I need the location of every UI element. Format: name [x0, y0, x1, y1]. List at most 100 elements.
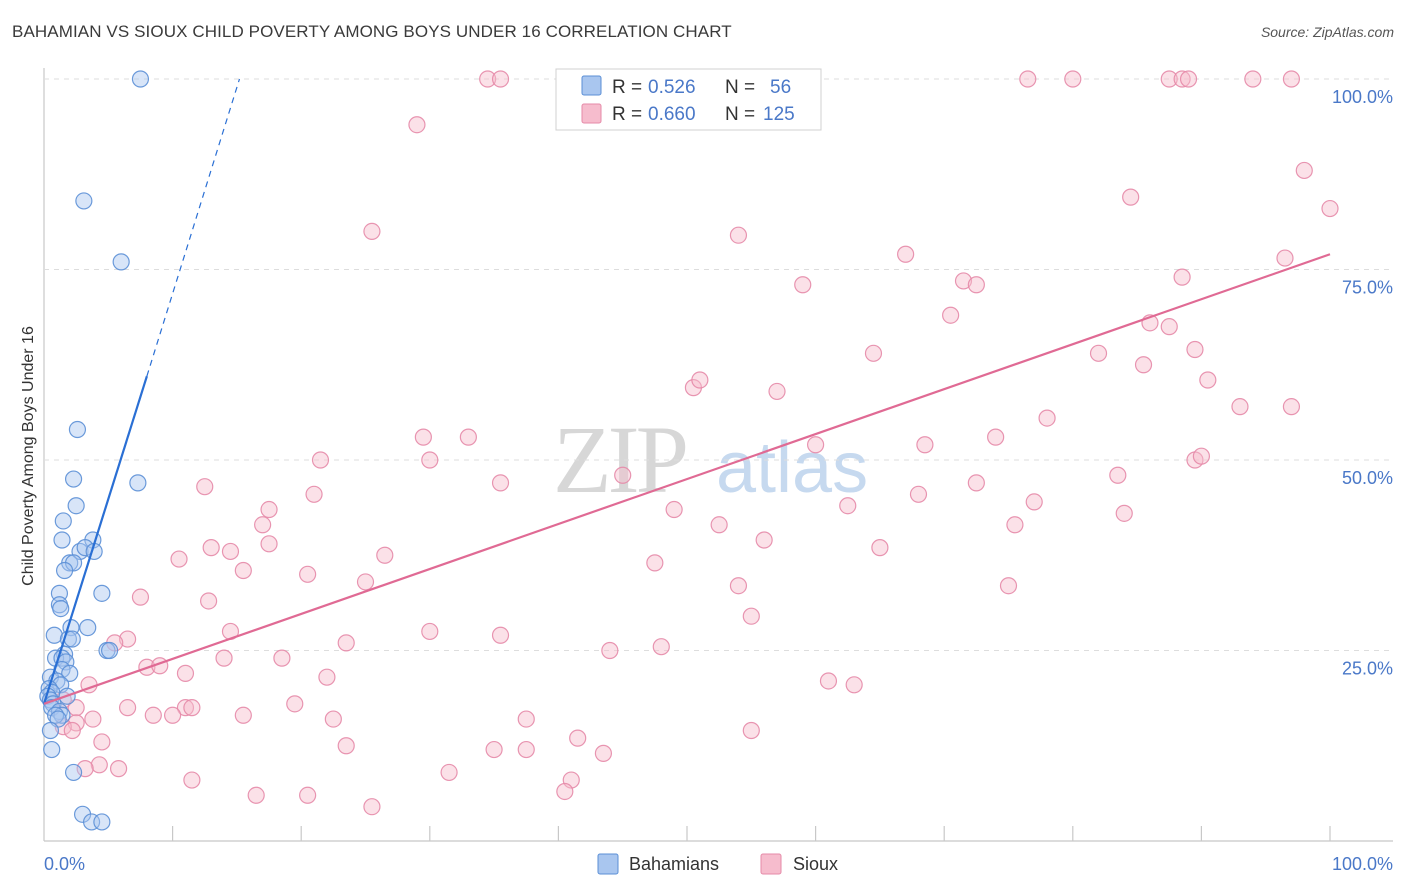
- data-point: [176, 699, 195, 717]
- data-point: [1186, 340, 1204, 359]
- data-point: [897, 245, 915, 263]
- data-point: [1025, 493, 1043, 511]
- data-point: [118, 699, 137, 717]
- y-tick-label: 25.0%: [1342, 659, 1393, 679]
- y-tick-labels: 25.0% 50.0% 75.0% 100.0%: [1332, 87, 1393, 679]
- data-point: [164, 706, 182, 724]
- stats-legend: R = 0.526 N = 56 R = 0.660 N = 125: [555, 68, 822, 131]
- data-point: [1173, 70, 1191, 88]
- data-point: [144, 706, 162, 724]
- legend-swatch-bahamians: [581, 75, 602, 96]
- bottom-legend-label-sioux: Sioux: [793, 854, 838, 874]
- data-point: [299, 786, 317, 804]
- data-point: [170, 550, 188, 568]
- data-point: [440, 763, 458, 782]
- data-point: [64, 470, 83, 488]
- data-point: [1089, 344, 1108, 362]
- data-point: [1282, 70, 1301, 88]
- data-point: [1199, 371, 1217, 389]
- data-point: [61, 664, 79, 682]
- data-point: [1231, 398, 1249, 416]
- trendlines: [42, 78, 1331, 705]
- data-point: [324, 710, 342, 728]
- data-point: [652, 638, 670, 656]
- data-point: [871, 539, 889, 557]
- data-point: [1192, 447, 1211, 465]
- trendline-bahamians-extension: [146, 78, 241, 377]
- data-point: [64, 763, 83, 782]
- data-point: [1160, 70, 1178, 88]
- data-point: [864, 344, 883, 362]
- data-point: [421, 451, 439, 469]
- data-point: [247, 786, 265, 804]
- data-point: [67, 699, 85, 717]
- legend-r-value-1: 0.526: [648, 77, 696, 98]
- data-point: [485, 740, 503, 759]
- data-point: [131, 588, 150, 606]
- data-point: [1122, 188, 1140, 206]
- data-point: [414, 428, 432, 446]
- data-point: [491, 626, 510, 644]
- data-point: [1006, 516, 1024, 534]
- data-point: [491, 474, 510, 492]
- legend-n-value-1: 56: [770, 77, 791, 98]
- data-point: [55, 561, 74, 580]
- data-point: [234, 706, 252, 724]
- data-point: [1321, 199, 1339, 218]
- data-point: [909, 485, 928, 503]
- data-point: [845, 676, 863, 694]
- bottom-legend-label-bahamians: Bahamians: [629, 854, 719, 874]
- data-point: [665, 500, 683, 519]
- data-point: [987, 428, 1005, 446]
- data-point: [1064, 70, 1082, 88]
- data-point: [691, 371, 709, 389]
- data-point: [93, 733, 111, 751]
- data-point: [1295, 161, 1313, 180]
- data-point: [710, 516, 728, 534]
- data-point: [109, 760, 128, 778]
- data-point: [954, 272, 973, 290]
- data-point: [1134, 356, 1153, 374]
- data-point: [260, 500, 278, 519]
- legend-swatch-sioux: [581, 103, 602, 124]
- data-point: [100, 641, 119, 660]
- data-point: [41, 721, 60, 740]
- data-point: [729, 226, 748, 244]
- data-point: [967, 474, 985, 492]
- data-point: [839, 497, 857, 515]
- data-point: [569, 729, 587, 747]
- y-axis-label: Child Poverty Among Boys Under 16: [20, 326, 37, 586]
- trendline-bahamians: [42, 375, 148, 705]
- data-point: [421, 622, 439, 641]
- data-point: [45, 626, 63, 644]
- x-tick-label-max: 100.0%: [1332, 854, 1393, 874]
- data-point: [305, 485, 323, 503]
- data-point: [363, 798, 381, 816]
- data-point: [202, 539, 220, 557]
- data-point: [491, 70, 510, 88]
- data-point: [234, 561, 252, 580]
- data-point: [54, 512, 72, 530]
- legend-n-label-2: N =: [725, 104, 755, 125]
- data-point: [273, 649, 291, 667]
- data-point: [221, 542, 240, 561]
- data-point: [90, 756, 108, 774]
- data-point: [183, 771, 201, 789]
- data-point: [1019, 70, 1037, 88]
- data-point: [356, 573, 375, 591]
- data-point: [594, 744, 613, 762]
- data-point: [183, 699, 201, 717]
- data-point: [318, 668, 336, 686]
- bottom-legend-swatch-bahamians: [597, 853, 619, 875]
- data-point: [43, 740, 61, 759]
- data-point: [479, 70, 497, 88]
- data-point: [742, 721, 760, 740]
- x-tick-label-min: 0.0%: [44, 854, 85, 874]
- data-point: [376, 546, 394, 564]
- data-point: [93, 584, 111, 602]
- legend-n-value-2: 125: [763, 104, 795, 125]
- source-label: Source: ZipAtlas.com: [1260, 24, 1394, 40]
- data-point: [254, 516, 272, 534]
- data-point: [68, 420, 87, 439]
- data-point: [337, 634, 355, 652]
